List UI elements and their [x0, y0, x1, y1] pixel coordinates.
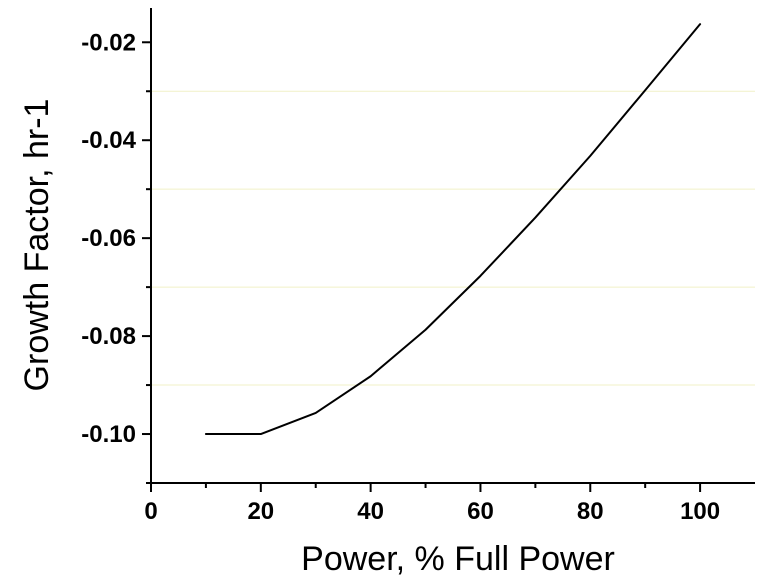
x-tick-label: 100 — [680, 498, 720, 525]
y-tick-label: -0.02 — [81, 29, 136, 56]
axes-layer — [150, 8, 755, 484]
series-layer — [204, 23, 702, 436]
x-axis-label: Power, % Full Power — [301, 540, 615, 578]
ticks-layer: 0 20 40 60 80 100 -0.10 -0.08 -0.06 -0.04 -0.02 — [81, 29, 720, 525]
y-tick-label: -0.10 — [81, 421, 136, 448]
grid-layer — [151, 90, 755, 386]
x-tick-label: 0 — [144, 498, 157, 525]
y-axis-label: Growth Factor, hr-1 — [18, 99, 56, 392]
series-line-0 — [204, 23, 702, 436]
y-tick-label: -0.04 — [81, 127, 136, 154]
y-tick-label: -0.06 — [81, 225, 136, 252]
x-tick-label: 80 — [577, 498, 604, 525]
x-tick-label: 20 — [247, 498, 274, 525]
y-tick-label: -0.08 — [81, 323, 136, 350]
x-tick-label: 40 — [357, 498, 384, 525]
x-tick-label: 60 — [467, 498, 494, 525]
